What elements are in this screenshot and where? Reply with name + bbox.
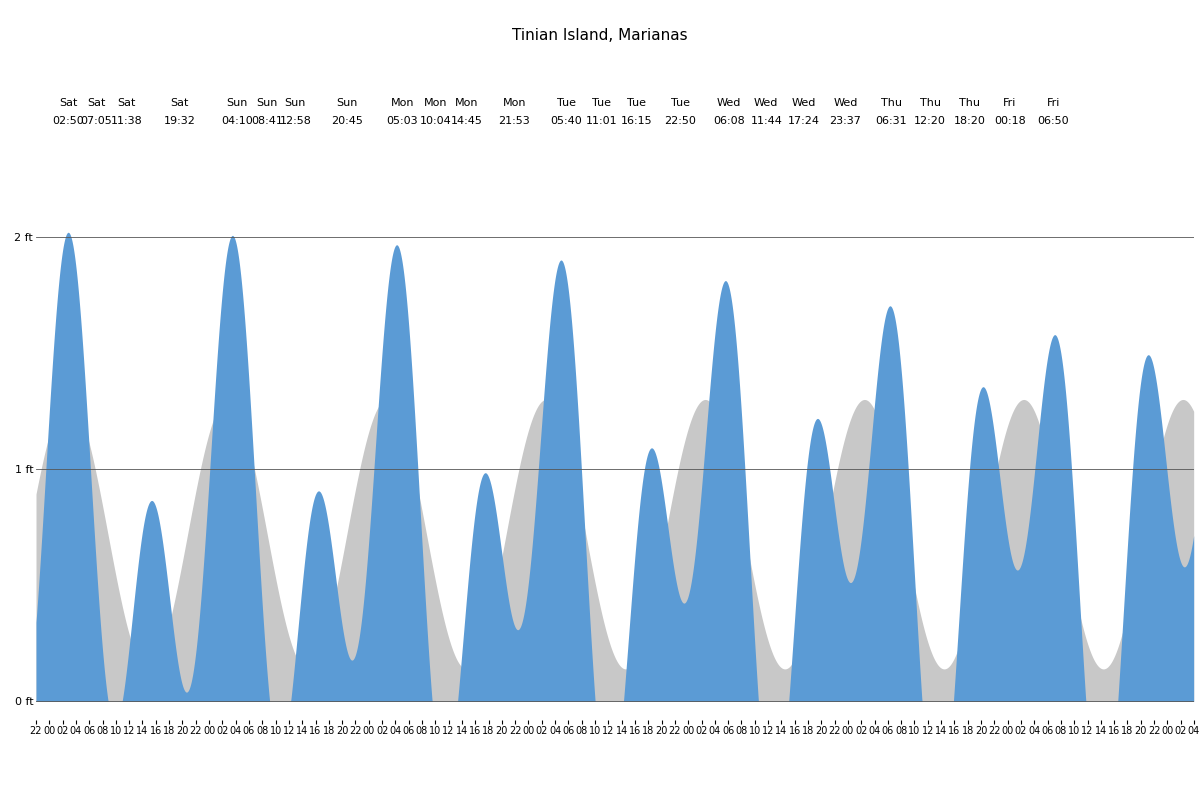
Text: Fri: Fri bbox=[1003, 98, 1016, 108]
Text: 23:37: 23:37 bbox=[829, 116, 862, 126]
Text: Wed: Wed bbox=[792, 98, 816, 108]
Text: 06:50: 06:50 bbox=[1037, 116, 1069, 126]
Text: 19:32: 19:32 bbox=[163, 116, 196, 126]
Text: Tinian Island, Marianas: Tinian Island, Marianas bbox=[512, 28, 688, 43]
Text: 06:08: 06:08 bbox=[713, 116, 745, 126]
Text: Thu: Thu bbox=[960, 98, 980, 108]
Text: Mon: Mon bbox=[391, 98, 414, 108]
Text: Sat: Sat bbox=[118, 98, 136, 108]
Text: 08:41: 08:41 bbox=[251, 116, 283, 126]
Text: 07:05: 07:05 bbox=[80, 116, 113, 126]
Text: 16:15: 16:15 bbox=[620, 116, 653, 126]
Text: 02:50: 02:50 bbox=[53, 116, 84, 126]
Text: Wed: Wed bbox=[716, 98, 742, 108]
Text: 11:38: 11:38 bbox=[110, 116, 143, 126]
Text: Tue: Tue bbox=[557, 98, 576, 108]
Text: 14:45: 14:45 bbox=[451, 116, 482, 126]
Text: Mon: Mon bbox=[424, 98, 448, 108]
Text: Sat: Sat bbox=[170, 98, 188, 108]
Text: 17:24: 17:24 bbox=[788, 116, 820, 126]
Text: 18:20: 18:20 bbox=[954, 116, 986, 126]
Text: 20:45: 20:45 bbox=[331, 116, 364, 126]
Text: Thu: Thu bbox=[919, 98, 941, 108]
Text: Fri: Fri bbox=[1046, 98, 1060, 108]
Text: Mon: Mon bbox=[503, 98, 526, 108]
Text: Thu: Thu bbox=[881, 98, 902, 108]
Text: Wed: Wed bbox=[754, 98, 779, 108]
Text: 12:20: 12:20 bbox=[914, 116, 946, 126]
Text: Sun: Sun bbox=[256, 98, 277, 108]
Text: Wed: Wed bbox=[833, 98, 858, 108]
Text: 22:50: 22:50 bbox=[665, 116, 696, 126]
Text: Tue: Tue bbox=[593, 98, 611, 108]
Text: Tue: Tue bbox=[628, 98, 646, 108]
Text: 11:01: 11:01 bbox=[586, 116, 618, 126]
Text: Sun: Sun bbox=[284, 98, 306, 108]
Text: Sat: Sat bbox=[88, 98, 106, 108]
Text: Sun: Sun bbox=[336, 98, 358, 108]
Text: 05:03: 05:03 bbox=[386, 116, 418, 126]
Text: Sun: Sun bbox=[226, 98, 247, 108]
Text: 12:58: 12:58 bbox=[280, 116, 311, 126]
Text: 00:18: 00:18 bbox=[994, 116, 1026, 126]
Text: 04:10: 04:10 bbox=[221, 116, 253, 126]
Text: 05:40: 05:40 bbox=[551, 116, 582, 126]
Text: 10:04: 10:04 bbox=[420, 116, 451, 126]
Text: 21:53: 21:53 bbox=[498, 116, 530, 126]
Text: Tue: Tue bbox=[671, 98, 690, 108]
Text: Sat: Sat bbox=[59, 98, 77, 108]
Text: 11:44: 11:44 bbox=[750, 116, 782, 126]
Text: Mon: Mon bbox=[455, 98, 479, 108]
Text: 06:31: 06:31 bbox=[876, 116, 907, 126]
